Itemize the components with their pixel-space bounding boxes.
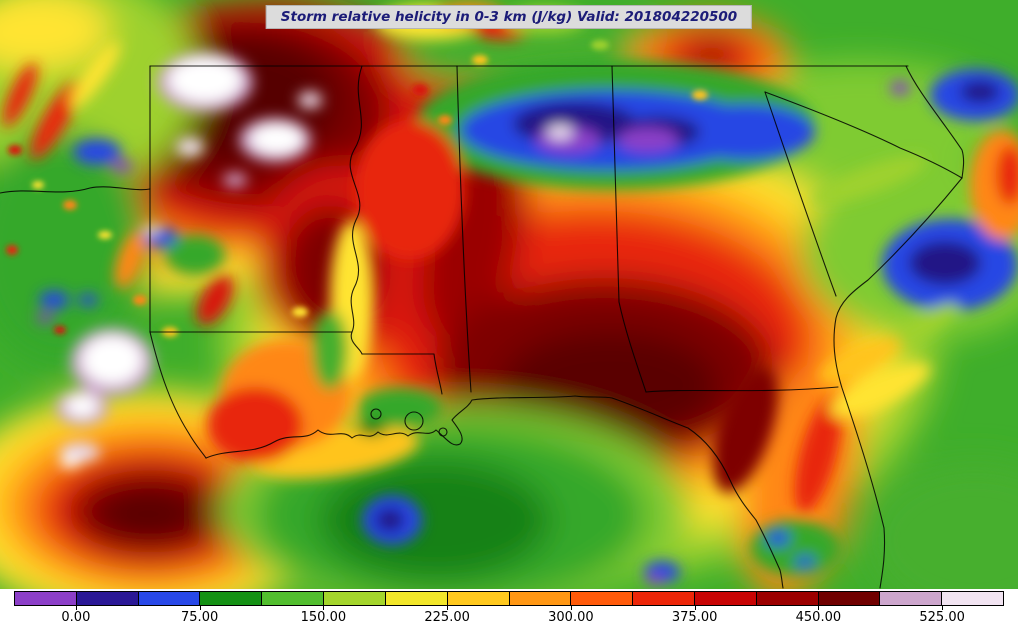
coastline xyxy=(833,65,965,589)
colorbar-tick-label: 75.00 xyxy=(181,610,219,625)
lake-outline xyxy=(438,427,448,437)
colorbar-segment xyxy=(633,592,695,605)
colorbar-tickmark xyxy=(199,606,201,610)
colorbar-tickmark xyxy=(447,606,449,610)
colorbar-segment xyxy=(138,592,201,605)
colorbar-tick-label: 375.00 xyxy=(671,610,718,625)
state-border-line xyxy=(0,186,151,194)
lake-outline xyxy=(404,411,424,431)
colorbar-tickmark xyxy=(818,606,820,610)
colorbar-segment xyxy=(942,592,1003,605)
state-border-line xyxy=(645,386,839,393)
state-border-line xyxy=(764,91,963,179)
colorbar-segment xyxy=(571,592,634,605)
colorbar-segment xyxy=(880,592,943,605)
colorbar-tick-label: 525.00 xyxy=(919,610,965,625)
colorbar-tick-label: 225.00 xyxy=(424,610,470,625)
colorbar-tickmark xyxy=(694,606,696,610)
colorbar-segment xyxy=(385,592,448,605)
colorbar-segment xyxy=(756,592,819,605)
colorbar-segment xyxy=(15,592,77,605)
state-border-line xyxy=(764,91,837,297)
state-borders xyxy=(0,65,965,589)
colorbar-segment xyxy=(200,592,263,605)
colorbar-segment xyxy=(76,592,139,605)
colorbar-tickmark xyxy=(75,606,77,610)
colorbar-tick-label: 450.00 xyxy=(795,610,842,625)
colorbar-segment xyxy=(447,592,510,605)
colorbar-segment xyxy=(818,592,881,605)
lake-outline xyxy=(370,408,382,420)
colorbar-segment xyxy=(694,592,757,605)
state-border-line xyxy=(149,331,207,459)
colorbar-tick-label: 150.00 xyxy=(300,610,347,625)
colorbar-tickmark xyxy=(942,606,944,610)
helicity-map-canvas xyxy=(0,0,1018,589)
colorbar-segment xyxy=(262,592,325,605)
coastline xyxy=(205,395,784,589)
colorbar xyxy=(14,591,1004,606)
colorbar-segment xyxy=(509,592,572,605)
colorbar-tickmark xyxy=(570,606,572,610)
state-border-line xyxy=(456,65,472,393)
map-title: Storm relative helicity in 0-3 km (J/kg)… xyxy=(265,5,753,29)
colorbar-tick-label: 300.00 xyxy=(548,610,594,625)
state-border-line xyxy=(611,65,647,393)
colorbar-segment xyxy=(324,592,386,605)
colorbar-ticks: 0.00 75.00 150.00 225.00 300.00 375.00 450.00 5… xyxy=(14,606,1004,632)
state-border-line xyxy=(361,353,443,395)
colorbar-tick-label: 0.00 xyxy=(61,610,91,625)
state-border-line xyxy=(349,65,363,355)
colorbar-tickmark xyxy=(323,606,325,610)
